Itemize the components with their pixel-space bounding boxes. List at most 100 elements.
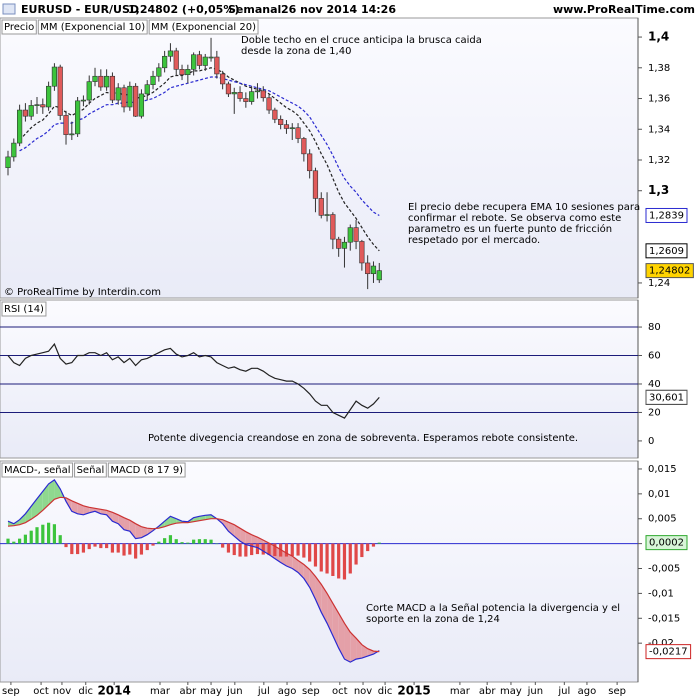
candle-body: [301, 138, 307, 155]
histogram-bar: [41, 524, 45, 544]
histogram-bar: [377, 542, 381, 544]
candle-body: [51, 66, 58, 87]
annotation: parametro es un fuerte punto de fricción: [408, 223, 612, 235]
histogram-bar: [366, 543, 370, 552]
candle-body: [220, 73, 226, 85]
macd-fill: [71, 500, 78, 514]
x-tick-label: mar: [150, 686, 171, 697]
histogram-bar: [319, 543, 323, 572]
histogram-bar: [250, 543, 254, 556]
instrument: EURUSD - EUR/USD: [21, 3, 139, 16]
histogram-bar: [110, 543, 115, 553]
candle-body: [283, 124, 290, 129]
histogram-bar: [308, 543, 312, 562]
candle-body: [278, 118, 284, 125]
y-tick-label: -0,015: [648, 613, 680, 624]
x-tick-label: nov: [53, 686, 71, 697]
histogram-bar: [81, 543, 86, 553]
macd-fill: [164, 516, 171, 527]
candle-body: [191, 54, 197, 70]
last-price: 1,24802 (+0,05%): [128, 3, 239, 16]
y-tick-label: 0,01: [648, 489, 670, 500]
x-tick-label: ago: [278, 686, 297, 697]
candle-body: [104, 75, 110, 88]
legend-entry: MACD (8 17 9): [110, 465, 183, 476]
y-tick-label: -0,02: [648, 638, 674, 649]
histogram-bar: [87, 543, 91, 550]
last-value-box: [645, 243, 688, 259]
histogram-bar: [134, 543, 138, 559]
macd-fill: [19, 513, 26, 525]
candle-body: [208, 56, 214, 59]
y-tick-label: 1,24: [648, 278, 670, 289]
candle-body: [46, 85, 52, 108]
histogram-bar: [331, 543, 335, 576]
macd-fill: [77, 503, 84, 515]
histogram-bar: [58, 535, 62, 544]
histogram-bar: [168, 535, 173, 544]
histogram-bar: [47, 522, 51, 544]
macd-fill: [350, 632, 357, 663]
macd-fill: [321, 584, 328, 624]
candle-body: [295, 127, 301, 139]
candle-body: [370, 265, 377, 275]
series-line: [7, 342, 380, 419]
candle-body: [11, 142, 17, 158]
panel-bg: [0, 460, 639, 683]
candle-body: [115, 87, 121, 101]
macd-fill: [129, 520, 136, 539]
histogram-bar: [23, 534, 28, 544]
macd-fill: [332, 603, 339, 649]
x-tick-label: jul: [557, 686, 570, 697]
y-tick-label: 0,005: [648, 514, 677, 525]
histogram-bar: [70, 543, 74, 555]
histogram-bar: [203, 539, 207, 544]
x-tick-label: 2014: [97, 684, 130, 698]
histogram-bar: [261, 543, 265, 555]
macd-fill: [309, 569, 316, 600]
macd-fill: [245, 531, 252, 547]
macd-fill: [31, 498, 38, 520]
candle-body: [254, 90, 261, 93]
candle-body: [156, 67, 162, 77]
candle-body: [353, 227, 359, 242]
histogram-bar: [360, 543, 364, 558]
legend-box: [74, 462, 107, 478]
candle-body: [359, 241, 365, 264]
candle-body: [63, 115, 69, 135]
candle-body: [144, 84, 150, 95]
histogram-bar: [348, 543, 352, 574]
period: Semanal: [228, 3, 281, 16]
candle-body: [80, 99, 87, 102]
macd-fill: [222, 519, 229, 532]
histogram-bar: [6, 538, 10, 544]
candle-body: [376, 270, 382, 281]
histogram-bar: [174, 539, 178, 544]
candle-body: [22, 109, 29, 117]
panel-bg: [0, 299, 639, 459]
histogram-bar: [29, 530, 33, 544]
candle-body: [237, 92, 243, 99]
x-tick-label: may: [200, 686, 222, 697]
candle-body: [57, 66, 63, 116]
histogram-bar: [163, 538, 167, 544]
macd-fill: [286, 553, 293, 569]
x-tick-label: sep: [2, 686, 20, 697]
histogram-bar: [221, 543, 225, 548]
x-tick-label: jun: [527, 686, 543, 697]
histogram-bar: [244, 543, 248, 557]
candle-body: [341, 241, 348, 249]
legend-entry: Precio: [4, 22, 34, 33]
histogram-bar: [151, 543, 155, 546]
candle-body: [150, 75, 156, 85]
histogram-bar: [76, 543, 80, 555]
candle-body: [109, 75, 116, 101]
y-tick-label: 1,38: [648, 63, 670, 74]
macd-fill: [228, 522, 235, 537]
histogram-bar: [371, 543, 376, 547]
histogram-bar: [139, 543, 144, 555]
candle-body: [196, 54, 203, 66]
macd-fill: [240, 528, 246, 545]
legend-entry: Señal: [77, 465, 105, 476]
macd-fill: [42, 483, 49, 511]
